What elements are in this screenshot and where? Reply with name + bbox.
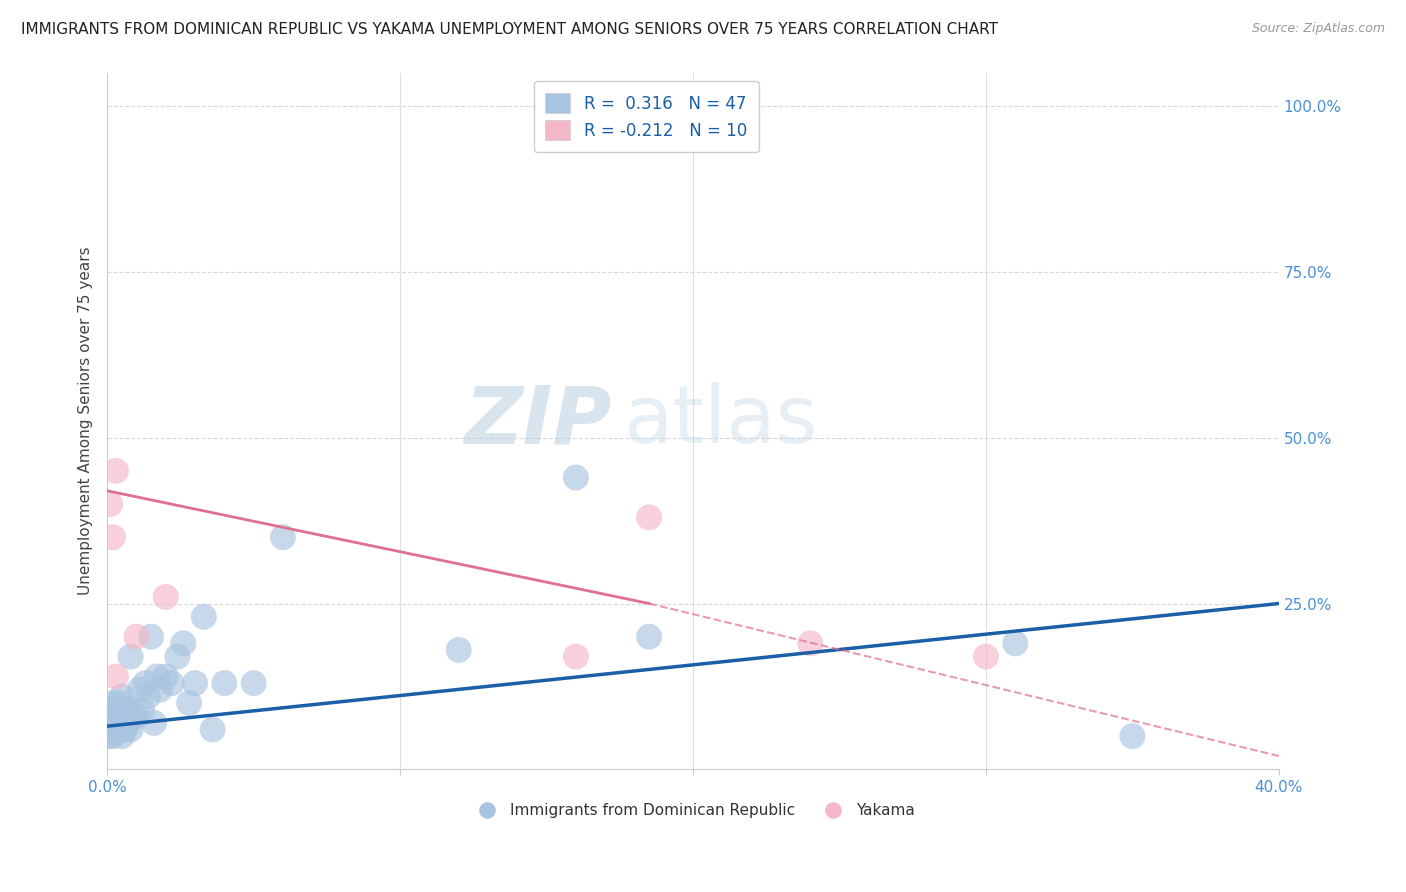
- Point: [149, 682, 172, 697]
- Text: IMMIGRANTS FROM DOMINICAN REPUBLIC VS YAKAMA UNEMPLOYMENT AMONG SENIORS OVER 75 : IMMIGRANTS FROM DOMINICAN REPUBLIC VS YA…: [21, 22, 998, 37]
- Point: [1121, 729, 1143, 743]
- Point: [271, 530, 294, 544]
- Point: [201, 723, 224, 737]
- Point: [111, 709, 134, 723]
- Point: [131, 703, 153, 717]
- Point: [104, 709, 127, 723]
- Y-axis label: Unemployment Among Seniors over 75 years: Unemployment Among Seniors over 75 years: [79, 247, 93, 596]
- Point: [101, 709, 124, 723]
- Point: [143, 715, 166, 730]
- Point: [120, 649, 142, 664]
- Point: [120, 723, 142, 737]
- Point: [111, 690, 134, 704]
- Point: [98, 703, 121, 717]
- Point: [565, 649, 588, 664]
- Point: [638, 510, 661, 524]
- Text: Source: ZipAtlas.com: Source: ZipAtlas.com: [1251, 22, 1385, 36]
- Point: [136, 690, 159, 704]
- Point: [98, 729, 121, 743]
- Point: [114, 703, 136, 717]
- Point: [117, 715, 139, 730]
- Point: [242, 676, 264, 690]
- Point: [146, 669, 169, 683]
- Point: [104, 464, 127, 478]
- Point: [101, 729, 124, 743]
- Point: [117, 703, 139, 717]
- Point: [214, 676, 236, 690]
- Point: [111, 729, 134, 743]
- Point: [104, 715, 127, 730]
- Point: [447, 643, 470, 657]
- Legend: Immigrants from Dominican Republic, Yakama: Immigrants from Dominican Republic, Yaka…: [465, 797, 921, 824]
- Point: [125, 709, 148, 723]
- Point: [155, 669, 177, 683]
- Point: [155, 590, 177, 604]
- Point: [565, 470, 588, 484]
- Text: ZIP: ZIP: [464, 382, 612, 460]
- Point: [98, 715, 121, 730]
- Point: [122, 709, 145, 723]
- Point: [160, 676, 183, 690]
- Point: [104, 723, 127, 737]
- Point: [179, 696, 201, 710]
- Point: [172, 636, 194, 650]
- Point: [101, 696, 124, 710]
- Point: [974, 649, 997, 664]
- Point: [125, 630, 148, 644]
- Point: [166, 649, 188, 664]
- Point: [638, 630, 661, 644]
- Text: atlas: atlas: [623, 382, 817, 460]
- Point: [104, 669, 127, 683]
- Point: [139, 630, 162, 644]
- Point: [128, 682, 150, 697]
- Point: [101, 723, 124, 737]
- Point: [101, 530, 124, 544]
- Point: [134, 676, 156, 690]
- Point: [108, 715, 131, 730]
- Point: [799, 636, 821, 650]
- Point: [108, 696, 131, 710]
- Point: [1004, 636, 1026, 650]
- Point: [193, 609, 215, 624]
- Point: [114, 723, 136, 737]
- Point: [184, 676, 207, 690]
- Point: [98, 497, 121, 511]
